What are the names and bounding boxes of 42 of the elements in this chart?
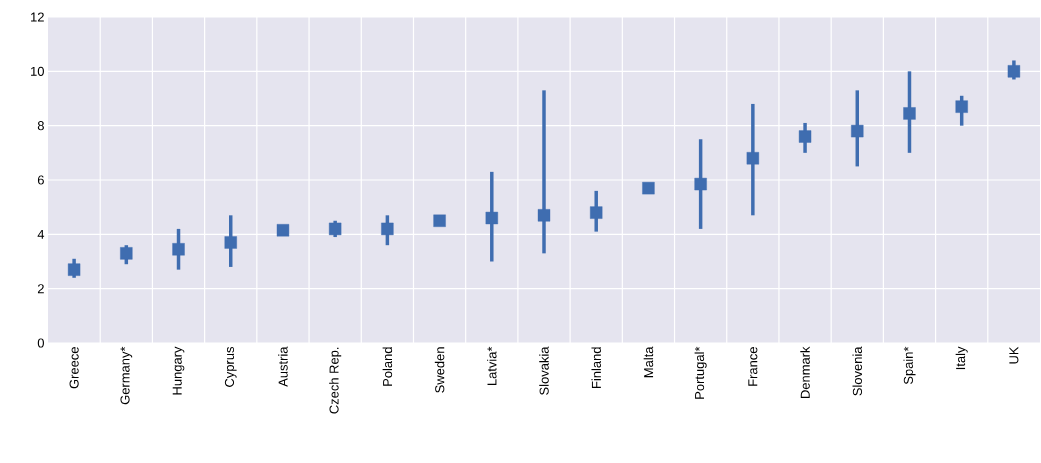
x-tick-label: Cyprus bbox=[224, 346, 237, 387]
point bbox=[172, 243, 185, 256]
y-tick-label: 12 bbox=[31, 12, 44, 22]
x-tick-label: Latvia* bbox=[487, 346, 497, 386]
point bbox=[798, 130, 812, 143]
x-tick-label: Greece bbox=[69, 347, 79, 389]
x-tick-label: Malta bbox=[643, 346, 654, 378]
y-tick-label: 4 bbox=[37, 229, 45, 239]
x-tick-label: Slovakia bbox=[539, 346, 549, 395]
x-tick-label: Austria bbox=[278, 346, 288, 387]
x-tick-label: Finland bbox=[591, 347, 601, 388]
x-tick-label: Hungary bbox=[172, 346, 185, 395]
point bbox=[903, 107, 916, 120]
x-tick-label: France bbox=[748, 347, 758, 386]
point bbox=[955, 100, 968, 113]
x-tick-label: Czech Rep. bbox=[329, 347, 342, 414]
x-tick-label: Poland bbox=[382, 347, 393, 386]
x-tick-label: Sweden bbox=[434, 347, 445, 393]
x-tick-label: Italy bbox=[955, 346, 968, 370]
point bbox=[276, 224, 290, 237]
x-tick-label: Portugal* bbox=[694, 346, 707, 399]
x-tick-label: UK bbox=[1009, 346, 1019, 364]
point bbox=[485, 211, 498, 225]
x-tick-label: Denmark bbox=[800, 346, 810, 398]
y-tick-label: 2 bbox=[37, 284, 44, 294]
point bbox=[381, 222, 394, 236]
point bbox=[590, 206, 603, 219]
point bbox=[224, 236, 237, 249]
point bbox=[433, 214, 446, 227]
point bbox=[642, 181, 655, 195]
point bbox=[328, 222, 342, 236]
point bbox=[537, 209, 551, 222]
y-tick-label: 8 bbox=[37, 121, 44, 131]
point bbox=[694, 177, 707, 191]
x-tick-label: Germany* bbox=[120, 346, 133, 405]
point bbox=[851, 124, 864, 138]
y-tick-label: 10 bbox=[31, 66, 44, 76]
x-tick-label: Spain* bbox=[903, 346, 916, 385]
y-tick-label: 0 bbox=[37, 338, 44, 348]
x-tick-label: Slovenia bbox=[852, 346, 863, 396]
point bbox=[746, 152, 760, 165]
y-tick-label: 6 bbox=[37, 175, 44, 185]
